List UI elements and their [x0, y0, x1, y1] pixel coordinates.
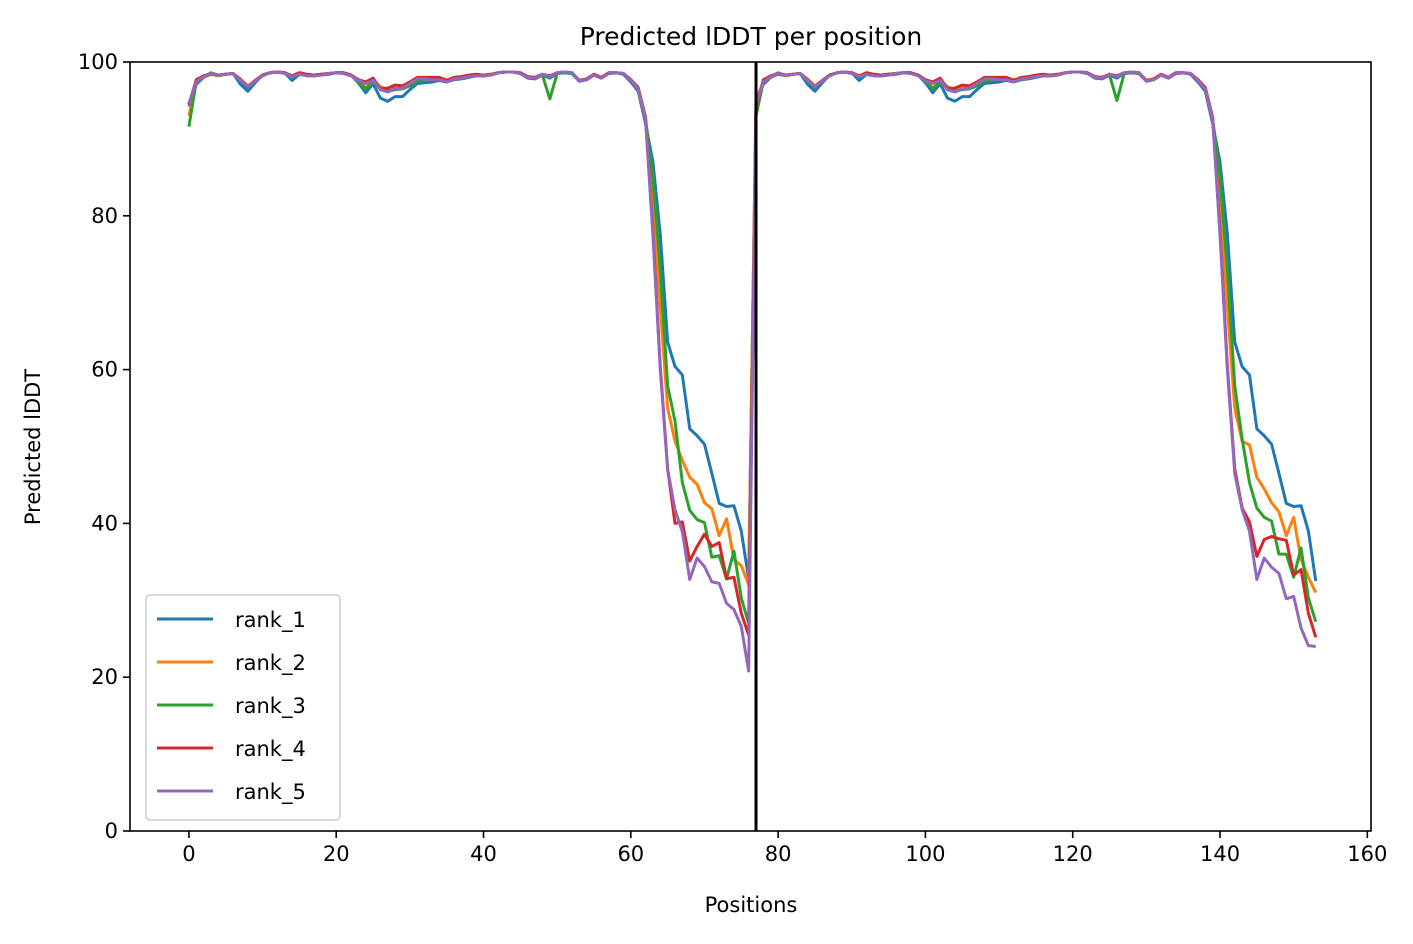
y-tick-label: 0 — [105, 819, 118, 843]
series-layer — [187, 70, 1318, 673]
x-tick-label: 0 — [182, 842, 195, 866]
x-tick-label: 140 — [1200, 842, 1240, 866]
legend-label-rank_5: rank_5 — [235, 780, 306, 805]
y-tick-label: 20 — [91, 665, 118, 689]
y-tick-label: 80 — [91, 204, 118, 228]
legend: rank_1 rank_2 rank_3 rank_4 rank_5 — [145, 594, 341, 821]
x-tick-label: 160 — [1347, 842, 1387, 866]
chart-title: Predicted lDDT per position — [580, 22, 922, 51]
tick-layer: 0 20 40 60 80 100 120 140 160 0 20 40 60 80 100 — [78, 50, 1387, 866]
legend-label-rank_3: rank_3 — [235, 694, 306, 719]
series-line-rank_5 — [187, 70, 1316, 673]
y-tick-label: 40 — [91, 511, 118, 535]
legend-box — [145, 594, 341, 821]
x-axis-title: Positions — [705, 893, 798, 917]
y-tick-label: 60 — [91, 358, 118, 382]
x-tick-label: 100 — [905, 842, 945, 866]
x-tick-label: 80 — [765, 842, 792, 866]
y-tick-label: 100 — [78, 50, 118, 74]
plot-frame — [129, 61, 1372, 832]
legend-label-rank_2: rank_2 — [235, 651, 306, 676]
y-axis-title: Predicted lDDT — [21, 369, 45, 525]
x-tick-label: 120 — [1053, 842, 1093, 866]
x-tick-label: 40 — [470, 842, 497, 866]
legend-label-rank_1: rank_1 — [235, 608, 306, 633]
x-tick-label: 20 — [323, 842, 350, 866]
axes — [129, 61, 1372, 832]
x-tick-label: 60 — [617, 842, 644, 866]
legend-label-rank_4: rank_4 — [235, 737, 306, 762]
